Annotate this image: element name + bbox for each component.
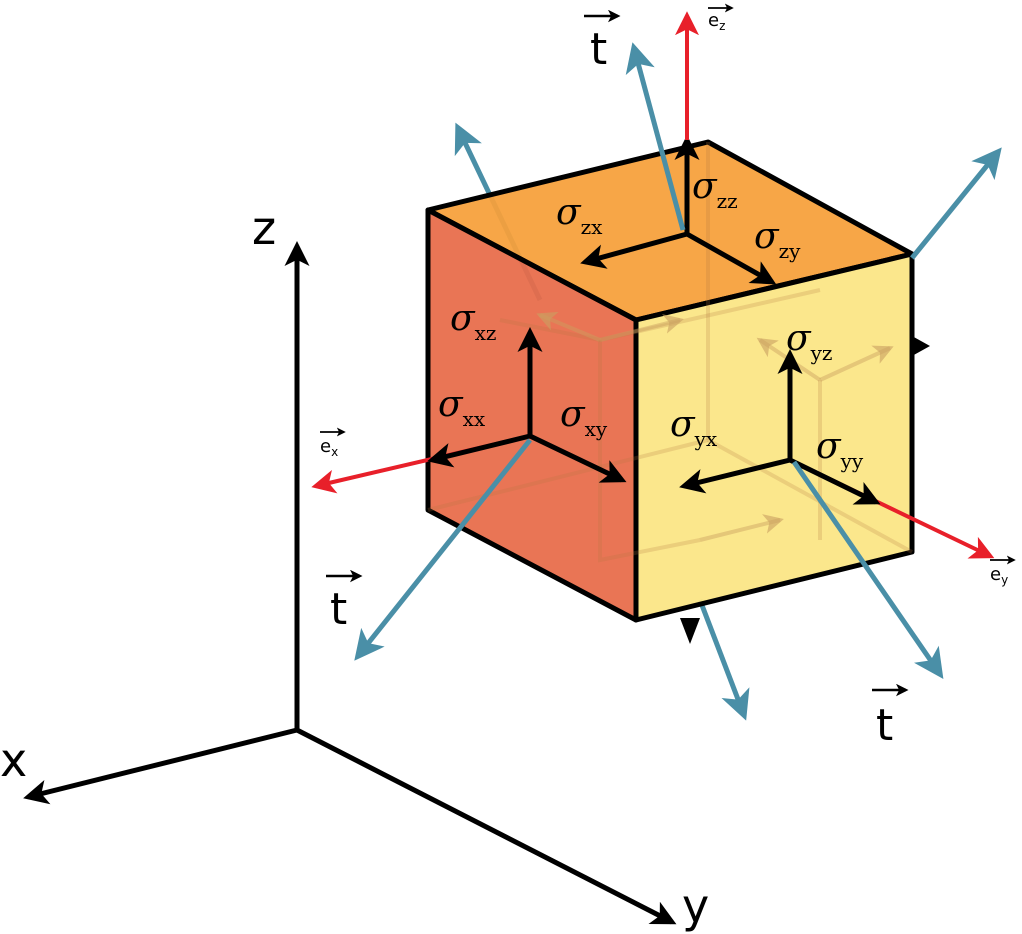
sigma-yy-label: σyy [816, 426, 864, 473]
svg-text:ez: ez [708, 10, 725, 33]
right-face-stresses [679, 349, 995, 679]
y-axis-label: y [682, 879, 709, 933]
unit-vector-label-ez: ez [708, 3, 734, 33]
svg-text:ex: ex [320, 436, 338, 459]
coordinate-axes: z x y [0, 201, 709, 933]
hidden-back-arrows [536, 311, 894, 542]
unit-vector-label-ex: ex [320, 427, 346, 459]
sigma-yz-label: σyz [786, 318, 832, 365]
y-axis [295, 727, 677, 925]
hidden-stress-arrowhead-right [912, 336, 930, 356]
traction-label-right: t [872, 683, 909, 751]
sigma-zz-label: σzz [692, 166, 738, 213]
traction-vector-left [354, 438, 532, 661]
traction-label-top: t [584, 9, 621, 75]
sigma-zy-label: σzy [754, 216, 801, 263]
sigma-xy-arrow [528, 433, 627, 483]
sigma-xz-label: σxz [450, 298, 496, 345]
sigma-yy-arrow [788, 457, 881, 505]
svg-text:t: t [330, 584, 347, 635]
sigma-zy-arrow [685, 231, 777, 285]
svg-text:t: t [876, 700, 893, 751]
traction-vector-top-right [910, 147, 1002, 260]
sigma-xy-label: σxy [560, 394, 608, 441]
x-axis [23, 727, 298, 805]
traction-vector-bottom-back [697, 599, 750, 721]
hidden-back-edges [427, 142, 913, 563]
cube-face-right [633, 251, 915, 623]
sigma-yx-label: σyx [670, 404, 718, 451]
traction-label-left: t [326, 569, 363, 635]
top-face-stresses [580, 11, 777, 285]
traction-vector-top [625, 42, 686, 231]
unit-vector-label-ey: ey [990, 555, 1016, 587]
traction-vector-right [791, 460, 944, 679]
sigma-xx-label: σxx [438, 384, 486, 431]
sigma-xx-arrow [427, 433, 531, 468]
z-axis-label: z [252, 201, 276, 255]
left-face-stresses [311, 327, 627, 661]
sigma-yx-arrow [679, 457, 791, 494]
sigma-zx-label: σzx [556, 192, 603, 239]
svg-text:ey: ey [990, 564, 1008, 587]
sigma-zx-arrow [580, 231, 688, 269]
svg-text:t: t [590, 24, 607, 75]
cube [425, 139, 915, 623]
x-axis-label: x [0, 733, 27, 787]
hidden-stress-arrowhead-bottom [680, 618, 700, 644]
